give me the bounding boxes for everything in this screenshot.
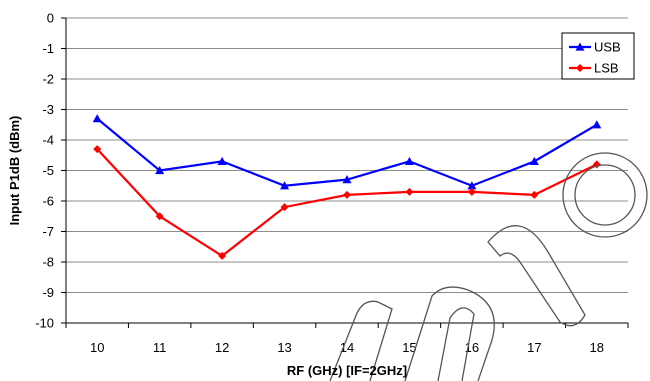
watermark-logo (329, 152, 648, 381)
data-point (92, 114, 102, 123)
y-tick-label: 0 (47, 11, 54, 26)
x-axis-title: RF (GHz) [IF=2GHz] (287, 363, 407, 378)
y-tick-label: -5 (42, 163, 54, 178)
y-axis-title: Input P1dB (dBm) (7, 116, 22, 226)
data-point (155, 166, 165, 175)
data-point (592, 120, 602, 129)
data-point (93, 145, 102, 154)
y-tick-labels: 0 -1 -2 -3 -4 -5 -6 -7 -8 -9 -10 (35, 11, 54, 331)
y-tick-label: -7 (42, 224, 54, 239)
gridlines (61, 17, 629, 328)
x-tick-label: 18 (590, 340, 604, 355)
y-tick-label: -9 (42, 285, 54, 300)
data-point (155, 212, 164, 221)
data-point (467, 187, 476, 196)
legend: USB LSB (561, 32, 635, 80)
x-tick-label: 15 (402, 340, 416, 355)
series-usb (92, 114, 602, 190)
x-tick-labels: 10 11 12 13 14 15 16 17 18 (90, 340, 604, 355)
data-point (217, 156, 227, 165)
series-lsb (93, 145, 601, 260)
series-layer (92, 114, 602, 260)
data-point (218, 251, 227, 260)
data-point (342, 175, 352, 184)
x-tick-label: 10 (90, 340, 104, 355)
x-tick-label: 14 (340, 340, 354, 355)
y-tick-label: -3 (42, 102, 54, 117)
legend-marker (576, 64, 584, 72)
y-tick-label: -10 (35, 316, 54, 331)
data-point (529, 156, 539, 165)
axes (65, 18, 628, 324)
legend-label: LSB (594, 61, 619, 76)
data-point (343, 190, 351, 199)
legend-marker (575, 42, 585, 51)
data-point (404, 156, 414, 165)
legend-box (561, 32, 635, 80)
y-tick-label: -2 (42, 72, 54, 87)
y-tick-label: -6 (42, 194, 54, 209)
data-point (530, 190, 539, 199)
data-point (280, 181, 290, 190)
x-tick-label: 11 (153, 340, 167, 355)
data-point (405, 187, 414, 196)
data-point (280, 203, 289, 212)
y-tick-label: -1 (42, 41, 54, 56)
y-tick-label: -8 (42, 255, 54, 270)
x-tick-label: 13 (277, 340, 291, 355)
y-tick-label: -4 (42, 133, 54, 148)
data-point (467, 181, 477, 190)
x-tick-label: 17 (527, 340, 541, 355)
x-tick-label: 12 (215, 340, 229, 355)
legend-label: USB (594, 40, 621, 55)
